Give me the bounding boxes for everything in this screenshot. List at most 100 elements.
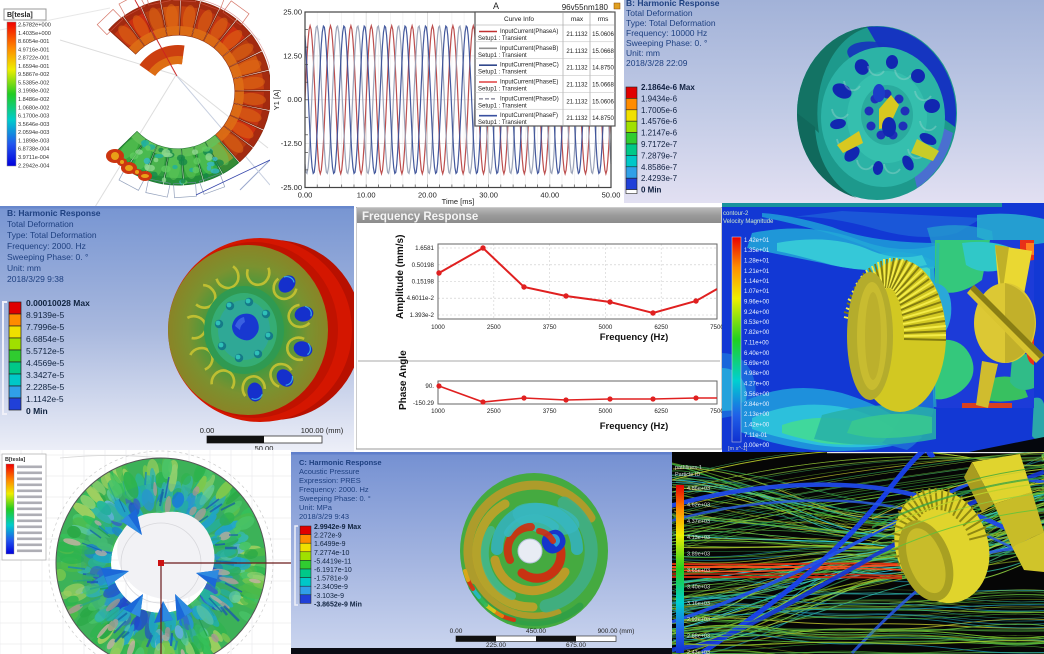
svg-text:InputCurrent(PhaseC): InputCurrent(PhaseC) [500, 63, 559, 69]
svg-text:1.6594e-001: 1.6594e-001 [18, 64, 49, 70]
svg-text:Type: Total Deformation: Type: Total Deformation [7, 230, 97, 240]
svg-text:1.07e+01: 1.07e+01 [744, 289, 770, 295]
svg-text:21.1132: 21.1132 [566, 83, 588, 89]
svg-text:B: Harmonic Response: B: Harmonic Response [7, 208, 101, 218]
svg-text:InputCurrent(PhaseD): InputCurrent(PhaseD) [500, 96, 559, 102]
svg-text:InputCurrent(PhaseE): InputCurrent(PhaseE) [500, 80, 558, 86]
svg-text:1.393e-2: 1.393e-2 [410, 312, 435, 319]
svg-text:Frequency: 2000. Hz: Frequency: 2000. Hz [7, 241, 86, 251]
svg-text:21.1132: 21.1132 [566, 99, 588, 105]
svg-text:Sweeping Phase: 0. °: Sweeping Phase: 0. ° [626, 38, 707, 48]
svg-text:2.68e+03: 2.68e+03 [687, 634, 710, 640]
svg-text:7.2879e-7: 7.2879e-7 [641, 151, 678, 160]
svg-text:1.9434e-6: 1.9434e-6 [641, 94, 678, 103]
svg-text:1.1142e-5: 1.1142e-5 [26, 394, 64, 404]
svg-text:5000: 5000 [599, 408, 613, 415]
svg-text:1.7005e-6: 1.7005e-6 [641, 106, 678, 115]
svg-text:0.50198: 0.50198 [412, 262, 435, 269]
svg-text:Frequency: 10000 Hz: Frequency: 10000 Hz [626, 28, 707, 38]
svg-text:3.65e+03: 3.65e+03 [687, 568, 710, 574]
svg-text:Setup1 : Transient: Setup1 : Transient [478, 103, 527, 109]
svg-text:2.92e+03: 2.92e+03 [687, 617, 710, 623]
svg-text:7.82e+00: 7.82e+00 [744, 330, 770, 336]
svg-text:1000: 1000 [431, 408, 445, 415]
svg-text:2.1864e-6 Max: 2.1864e-6 Max [641, 83, 695, 92]
svg-text:14.8750: 14.8750 [592, 116, 614, 122]
svg-text:3.40e+03: 3.40e+03 [687, 584, 710, 590]
svg-text:0.00: 0.00 [450, 628, 463, 635]
svg-text:12.50: 12.50 [283, 51, 302, 60]
svg-text:Sweeping Phase: 0. °: Sweeping Phase: 0. ° [7, 252, 88, 262]
svg-text:0 Min: 0 Min [641, 186, 662, 195]
svg-text:max: max [571, 16, 584, 23]
svg-text:4.62e+03: 4.62e+03 [687, 502, 710, 508]
svg-text:Total Deformation: Total Deformation [7, 219, 74, 229]
svg-text:4.98e+00: 4.98e+00 [744, 371, 770, 377]
svg-text:21.1132: 21.1132 [566, 49, 588, 55]
svg-text:0 Min: 0 Min [26, 406, 48, 416]
svg-text:7500: 7500 [710, 324, 724, 331]
svg-text:1000: 1000 [431, 324, 445, 331]
svg-text:6.8738e-004: 6.8738e-004 [18, 147, 49, 153]
svg-text:3.5646e-003: 3.5646e-003 [18, 122, 49, 128]
svg-text:1.1898e-003: 1.1898e-003 [18, 138, 49, 144]
svg-text:-3.103e-9: -3.103e-9 [314, 593, 344, 600]
svg-text:8.6054e-001: 8.6054e-001 [18, 39, 49, 45]
svg-text:2018/3/29 9:43: 2018/3/29 9:43 [299, 512, 349, 521]
svg-text:4.37e+03: 4.37e+03 [687, 519, 710, 525]
svg-text:9.5867e-002: 9.5867e-002 [18, 72, 49, 78]
svg-text:2.43e+03: 2.43e+03 [687, 650, 710, 654]
svg-text:Velocity Magnitude: Velocity Magnitude [723, 219, 774, 225]
svg-text:4.27e+00: 4.27e+00 [744, 382, 770, 388]
svg-text:Unit: mm: Unit: mm [626, 48, 660, 58]
svg-text:-25.00: -25.00 [281, 183, 302, 192]
svg-text:6250: 6250 [654, 324, 668, 331]
svg-text:Particle ID: Particle ID [675, 472, 700, 478]
svg-text:Acoustic Pressure: Acoustic Pressure [299, 467, 359, 476]
svg-text:1.42e+01: 1.42e+01 [744, 238, 770, 244]
svg-text:[m s^-1]: [m s^-1] [728, 446, 748, 452]
svg-text:Frequency: 2000. Hz: Frequency: 2000. Hz [299, 485, 369, 494]
svg-text:2018/3/29 9:38: 2018/3/29 9:38 [7, 274, 64, 284]
svg-text:4.86e+03: 4.86e+03 [687, 486, 710, 492]
svg-text:900.00 (mm): 900.00 (mm) [598, 628, 635, 635]
svg-text:Amplitude (mm/s): Amplitude (mm/s) [395, 235, 406, 319]
svg-text:5.5712e-5: 5.5712e-5 [26, 346, 65, 356]
svg-text:-3.8652e-9 Min: -3.8652e-9 Min [314, 601, 362, 608]
svg-text:2018/3/28 22:09: 2018/3/28 22:09 [626, 58, 688, 68]
svg-text:90.: 90. [425, 383, 434, 390]
svg-text:21.1132: 21.1132 [566, 32, 588, 38]
svg-text:2500: 2500 [487, 324, 501, 331]
svg-text:6.40e+00: 6.40e+00 [744, 351, 770, 357]
svg-text:3.1998e-002: 3.1998e-002 [18, 89, 49, 95]
svg-text:-2.3409e-9: -2.3409e-9 [314, 584, 348, 591]
svg-text:2.8722e-001: 2.8722e-001 [18, 56, 49, 62]
svg-text:C: Harmonic Response: C: Harmonic Response [299, 458, 382, 467]
svg-text:Total Deformation: Total Deformation [626, 8, 693, 18]
svg-text:Setup1 : Transient: Setup1 : Transient [478, 87, 527, 93]
svg-text:-5.4419e-11: -5.4419e-11 [314, 558, 351, 565]
svg-text:Frequency (Hz): Frequency (Hz) [600, 421, 669, 432]
svg-text:Time [ms]: Time [ms] [442, 197, 475, 206]
svg-text:1.2147e-6: 1.2147e-6 [641, 129, 678, 138]
svg-text:9.7172e-7: 9.7172e-7 [641, 140, 678, 149]
svg-text:21.1132: 21.1132 [566, 66, 588, 72]
svg-text:0.00: 0.00 [200, 426, 215, 435]
svg-text:50.00: 50.00 [602, 191, 621, 200]
svg-text:7.11e-01: 7.11e-01 [744, 433, 768, 439]
svg-text:1.6499e-9: 1.6499e-9 [314, 541, 346, 548]
svg-text:225.00: 225.00 [486, 642, 506, 649]
svg-text:0.00010028 Max: 0.00010028 Max [26, 298, 90, 308]
svg-text:-12.50: -12.50 [281, 139, 302, 148]
svg-text:Y1 [A]: Y1 [A] [272, 90, 281, 110]
svg-text:5.5385e-002: 5.5385e-002 [18, 81, 49, 87]
svg-text:3.3427e-5: 3.3427e-5 [26, 370, 65, 380]
svg-text:-1.5781e-9: -1.5781e-9 [314, 576, 348, 583]
svg-text:2.272e-9: 2.272e-9 [314, 533, 342, 540]
svg-text:contour-2: contour-2 [723, 211, 749, 217]
svg-text:10.00: 10.00 [357, 191, 376, 200]
svg-text:96v55nm180: 96v55nm180 [562, 3, 609, 12]
svg-text:A: A [493, 1, 499, 11]
svg-text:50.00: 50.00 [255, 444, 274, 452]
svg-text:1.0680e-002: 1.0680e-002 [18, 105, 49, 111]
